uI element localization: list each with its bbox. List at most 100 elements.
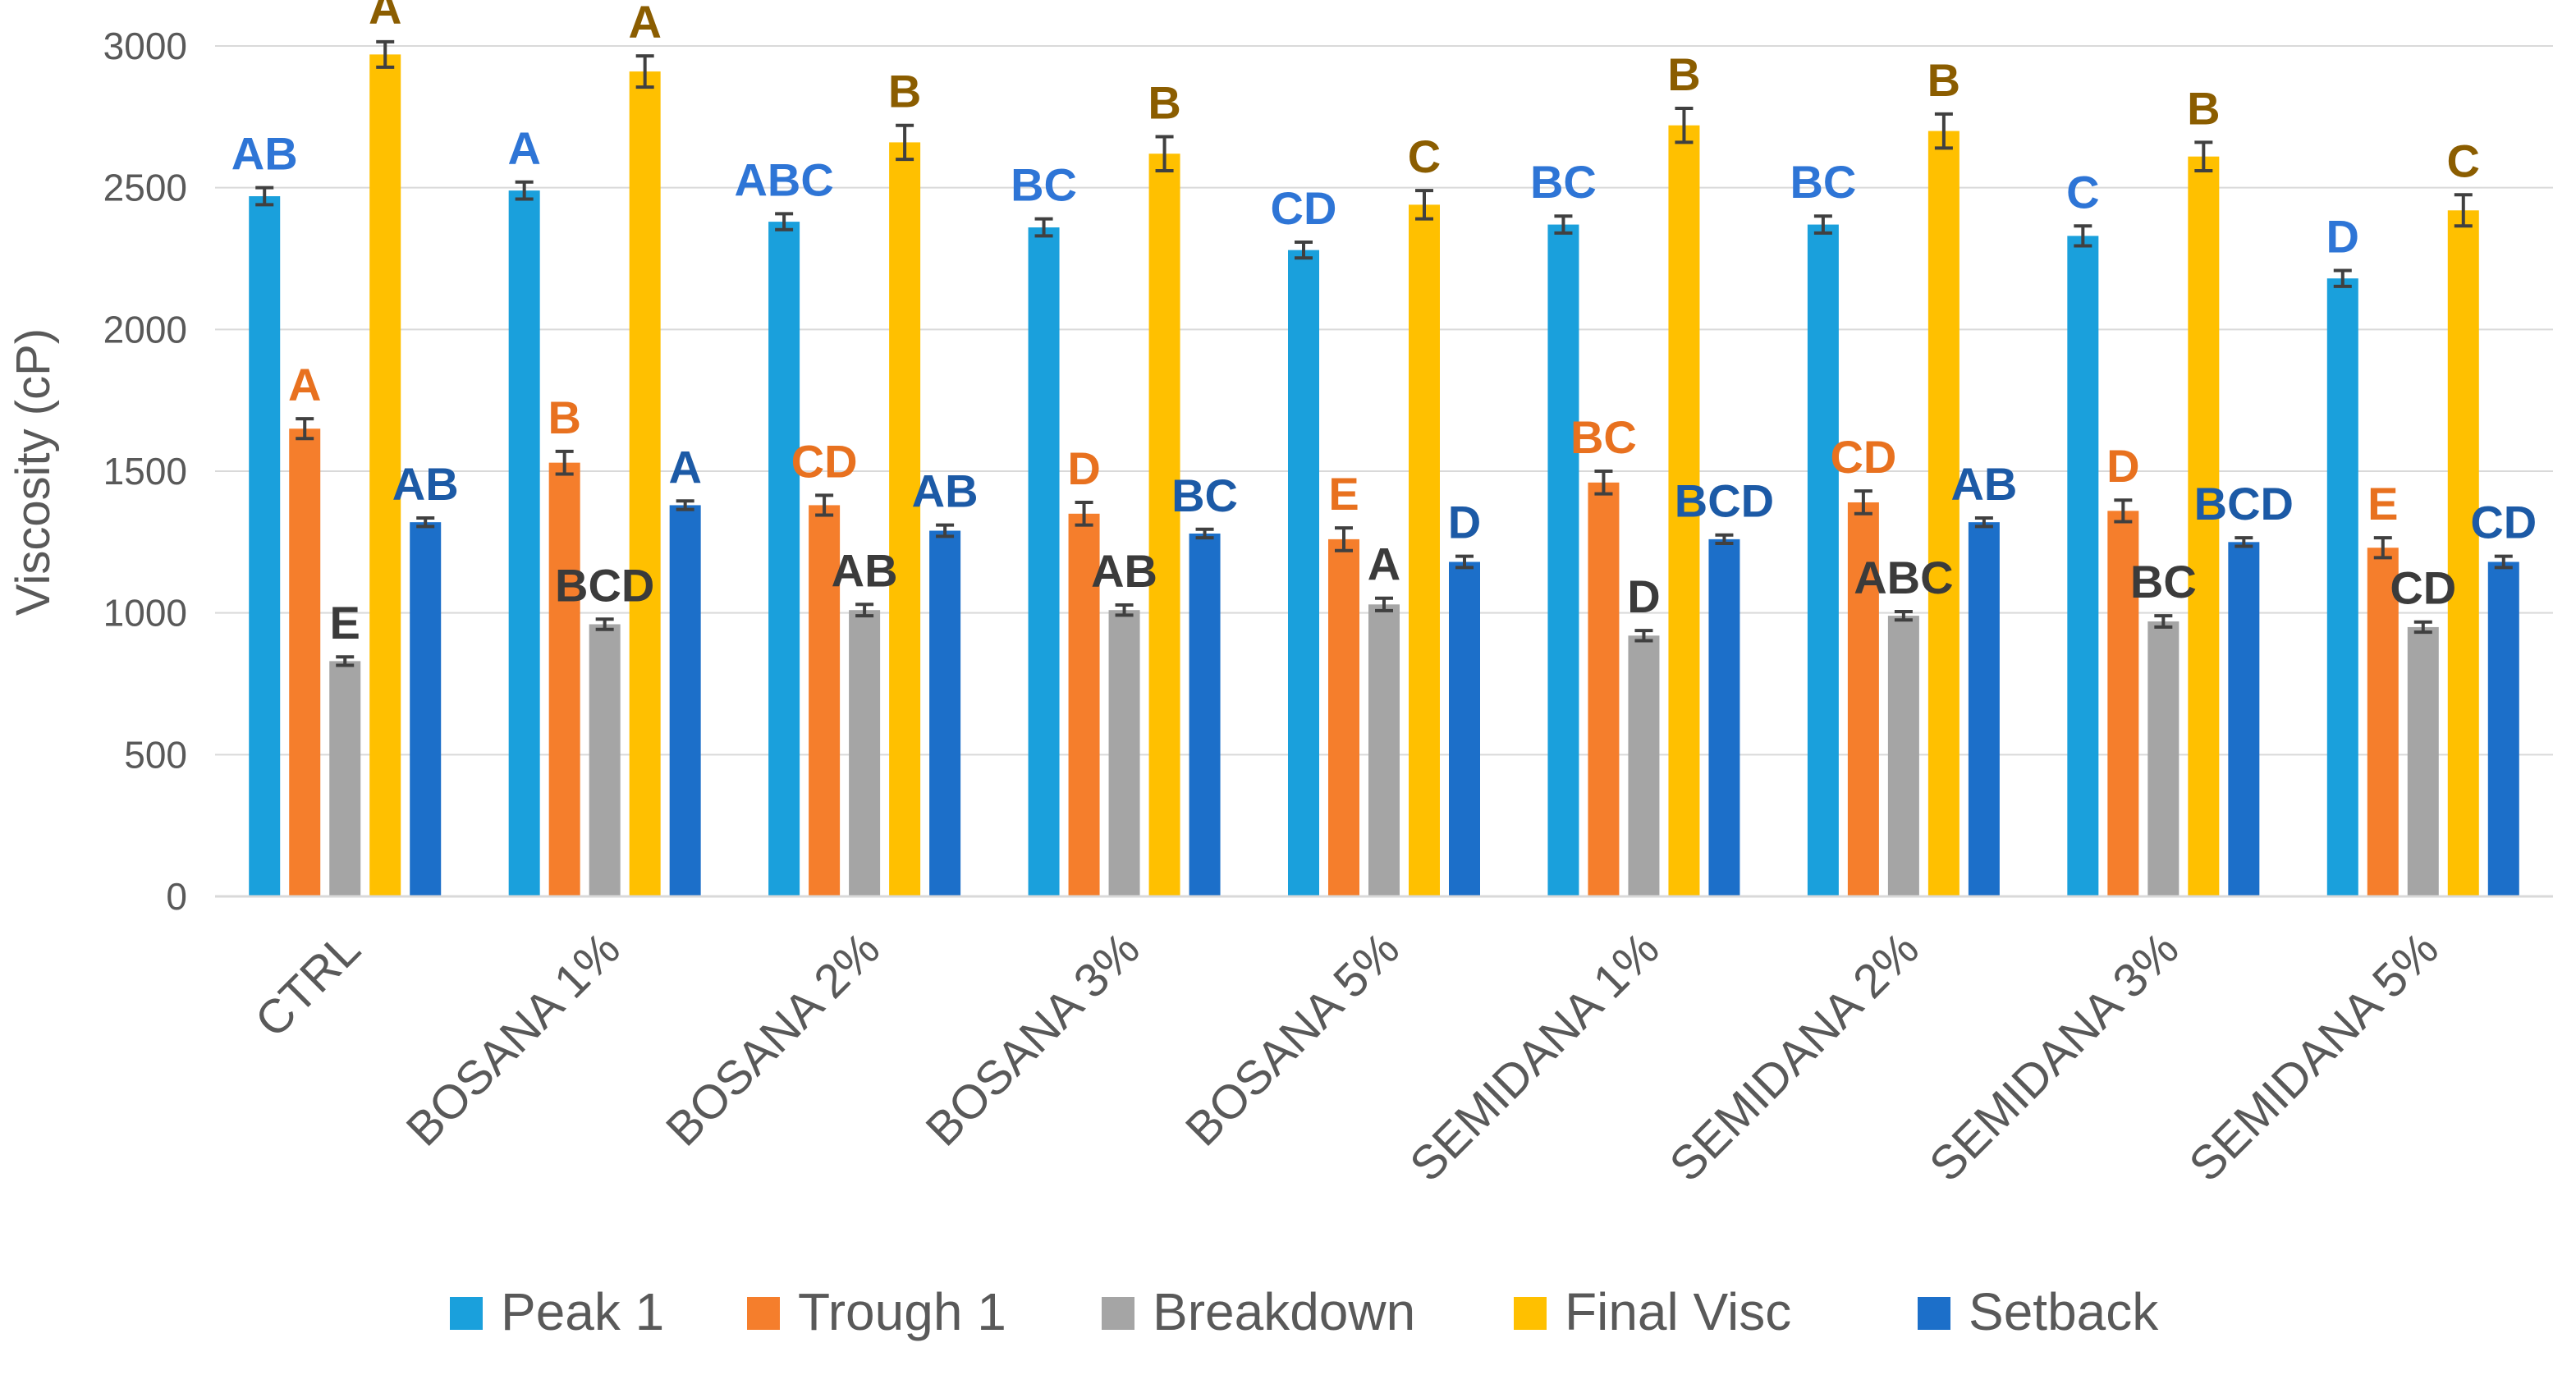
significance-letter: BCD xyxy=(1675,475,1774,527)
bar xyxy=(508,190,540,896)
y-tick-label: 1000 xyxy=(103,592,187,635)
legend-swatch xyxy=(1918,1297,1950,1330)
legend-label: Trough 1 xyxy=(798,1282,1006,1341)
significance-letter: BC xyxy=(1570,411,1637,463)
bar xyxy=(548,462,580,896)
bar xyxy=(1628,635,1660,896)
bar xyxy=(249,196,281,896)
legend-label: Setback xyxy=(1969,1282,2159,1341)
bar xyxy=(809,505,841,896)
category-label: BOSANA 3% xyxy=(915,922,1149,1156)
error-bars xyxy=(255,39,2513,667)
bar xyxy=(1968,522,2000,896)
bar xyxy=(929,530,961,896)
significance-letter: C xyxy=(2447,135,2480,186)
significance-letter: B xyxy=(2187,82,2220,134)
bar xyxy=(1368,604,1400,896)
category-label: SEMIDANA 3% xyxy=(1919,922,2189,1192)
y-axis-title: Viscosity (cP) xyxy=(7,328,60,616)
significance-letter: A xyxy=(628,0,661,48)
significance-letter: AB xyxy=(1091,545,1157,597)
legend-label: Final Visc xyxy=(1565,1282,1791,1341)
category-label: SEMIDANA 2% xyxy=(1659,922,1929,1192)
significance-letter: E xyxy=(1328,468,1359,520)
legend-swatch xyxy=(1102,1297,1134,1330)
significance-letter: CD xyxy=(2390,562,2456,614)
significance-letter: CD xyxy=(1271,182,1337,234)
significance-letter: B xyxy=(548,392,580,443)
bar xyxy=(2326,278,2358,896)
bar xyxy=(889,142,921,896)
significance-letter: CD xyxy=(791,435,858,487)
category-label: BOSANA 5% xyxy=(1176,922,1409,1156)
category-label: BOSANA 2% xyxy=(656,922,890,1156)
bar xyxy=(289,428,321,896)
y-tick-label: 2000 xyxy=(103,308,187,351)
bar xyxy=(2367,548,2399,896)
legend: Peak 1 Trough 1 Breakdown Final Visc Setback xyxy=(450,1282,2159,1341)
y-axis-ticks: 0 500 1000 1500 2000 2500 3000 xyxy=(103,25,187,918)
significance-letter: C xyxy=(2066,166,2099,218)
significance-letter: D xyxy=(1067,442,1100,494)
bar xyxy=(768,222,800,896)
bar xyxy=(1409,204,1440,897)
bar xyxy=(1028,227,1060,897)
significance-letter: BC xyxy=(2130,556,2197,607)
bar xyxy=(410,522,442,896)
significance-letter: BC xyxy=(1171,470,1238,521)
bar xyxy=(2228,542,2260,896)
significance-letter: CD xyxy=(2470,497,2537,548)
bar xyxy=(2487,561,2519,896)
bar xyxy=(2447,210,2479,896)
significance-letter: E xyxy=(2367,478,2398,529)
bar xyxy=(369,54,401,897)
bar xyxy=(1927,131,1960,897)
bar xyxy=(669,505,701,896)
significance-letter: ABC xyxy=(734,154,833,205)
bar xyxy=(1189,533,1221,896)
significance-letter: A xyxy=(288,359,321,410)
significance-letter: AB xyxy=(392,458,459,510)
bar xyxy=(1588,482,1620,896)
significance-letter: B xyxy=(1667,48,1700,100)
y-tick-label: 500 xyxy=(124,733,187,776)
y-tick-label: 2500 xyxy=(103,167,187,209)
significance-letter: AB xyxy=(912,465,979,517)
significance-letter: CD xyxy=(1830,431,1896,483)
significance-letter: B xyxy=(888,66,921,117)
bar xyxy=(2407,626,2439,896)
legend-label: Breakdown xyxy=(1153,1282,1415,1341)
bar xyxy=(849,610,881,896)
bar xyxy=(1847,502,1879,896)
significance-letter: BC xyxy=(1530,156,1597,208)
bar xyxy=(329,661,361,896)
bars xyxy=(249,54,2519,897)
bar xyxy=(1449,561,1480,896)
y-tick-label: 3000 xyxy=(103,25,187,67)
bar xyxy=(2107,511,2139,896)
significance-letter: BCD xyxy=(2194,478,2294,529)
bar xyxy=(629,71,661,896)
bar xyxy=(1668,125,1700,896)
bar xyxy=(1148,154,1180,896)
bar xyxy=(2147,621,2180,896)
category-label: CTRL xyxy=(245,922,370,1047)
significance-letter: A xyxy=(369,0,401,34)
significance-letter: BC xyxy=(1790,156,1856,208)
significance-letter: B xyxy=(1148,77,1180,129)
legend-label: Peak 1 xyxy=(501,1282,664,1341)
bar xyxy=(1547,224,1579,896)
bar xyxy=(2067,236,2099,897)
significance-letter: E xyxy=(330,597,360,648)
bar xyxy=(1887,616,1919,896)
significance-letter: A xyxy=(507,122,540,174)
bar xyxy=(1708,538,1740,896)
significance-letter: AB xyxy=(832,544,898,596)
legend-swatch xyxy=(747,1297,780,1330)
category-label: BOSANA 1% xyxy=(396,922,630,1156)
significance-letter: ABC xyxy=(1854,552,1953,603)
significance-letter: B xyxy=(1927,54,1960,106)
category-labels: CTRL BOSANA 1% BOSANA 2% BOSANA 3% BOSANA 5%… xyxy=(245,922,2449,1192)
y-tick-label: 0 xyxy=(166,875,187,918)
